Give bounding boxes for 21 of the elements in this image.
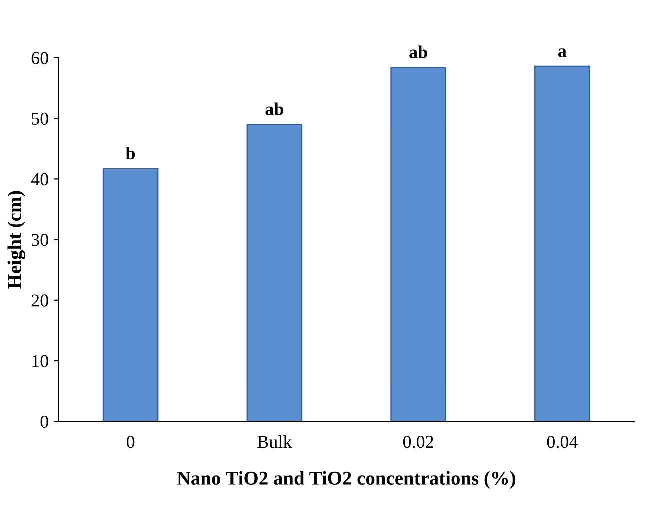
y-axis-title: Height (cm) (8, 191, 26, 289)
bar (390, 67, 446, 422)
x-tick-label: 0.04 (547, 436, 578, 448)
y-tick-label: 60 (32, 52, 48, 64)
x-tick-label: Bulk (258, 435, 292, 448)
x-axis-title: Nano TiO2 and TiO2 concentrations (%) (177, 471, 516, 489)
bar (246, 124, 303, 422)
y-tick-label: 40 (31, 173, 48, 186)
annotation: ab (266, 102, 284, 116)
y-tick-label: 0 (40, 416, 48, 428)
y-tick-label: 20 (32, 294, 48, 307)
y-tick-label: 50 (32, 112, 48, 126)
x-tick-label: 0.02 (403, 436, 434, 448)
bar (102, 168, 159, 422)
annotation: ab (410, 46, 428, 58)
y-tick-label: 30 (32, 234, 48, 246)
annotation: a (558, 48, 567, 58)
annotation: b (126, 146, 136, 160)
y-tick-label: 10 (32, 355, 48, 368)
x-tick-label: 0 (126, 436, 135, 448)
bar (534, 66, 590, 422)
